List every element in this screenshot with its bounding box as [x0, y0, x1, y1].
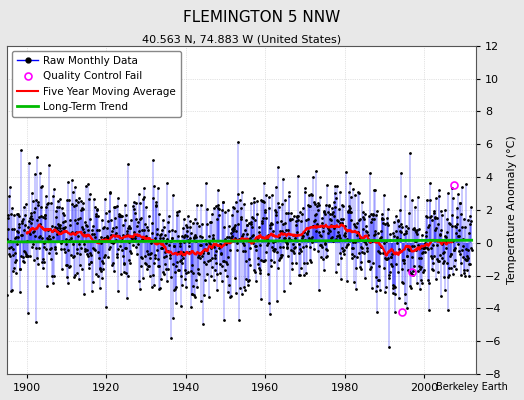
Y-axis label: Temperature Anomaly (°C): Temperature Anomaly (°C) [507, 136, 517, 284]
Text: FLEMINGTON 5 NNW: FLEMINGTON 5 NNW [183, 10, 341, 25]
Title: 40.563 N, 74.883 W (United States): 40.563 N, 74.883 W (United States) [142, 35, 341, 45]
Legend: Raw Monthly Data, Quality Control Fail, Five Year Moving Average, Long-Term Tren: Raw Monthly Data, Quality Control Fail, … [12, 51, 181, 117]
Text: Berkeley Earth: Berkeley Earth [436, 382, 508, 392]
